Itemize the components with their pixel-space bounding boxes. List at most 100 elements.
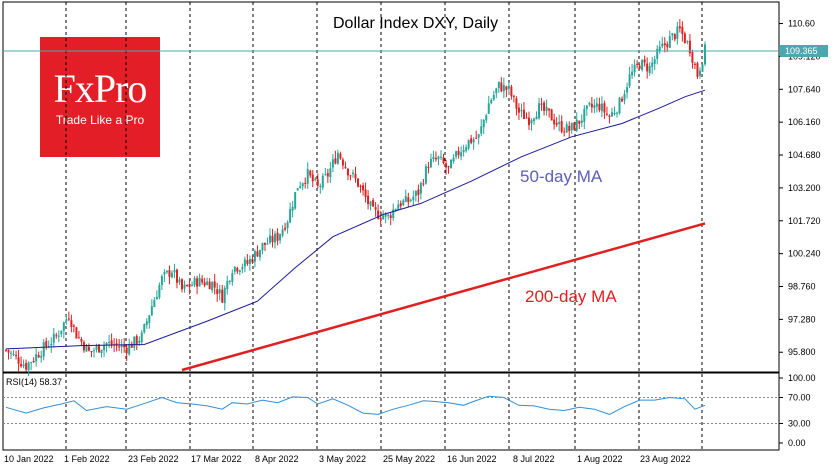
candle-body [598, 103, 601, 111]
candle-body [512, 95, 515, 97]
candle-body [153, 300, 156, 308]
y-tick-label: 103.200 [788, 183, 821, 193]
candle-body [485, 115, 488, 121]
candle-body [30, 362, 33, 364]
candle-body [565, 124, 568, 133]
candle-body [364, 189, 367, 197]
candle-body [605, 113, 608, 115]
candle-body [55, 335, 58, 337]
candle-body [427, 166, 430, 168]
candle-body [336, 152, 339, 164]
candle-body [568, 125, 571, 132]
candle-body [269, 235, 272, 243]
candle-body [183, 284, 186, 289]
candle-body [470, 138, 473, 143]
candle-body [392, 209, 395, 219]
candle-body [545, 106, 548, 112]
candle-body [120, 344, 123, 348]
candle-body [540, 103, 543, 105]
candle-body [42, 342, 45, 357]
candle-body [258, 249, 261, 258]
candle-body [429, 159, 432, 168]
candle-body [394, 209, 397, 211]
candle-body [583, 108, 586, 123]
candle-body [20, 363, 23, 367]
candle-body [15, 355, 18, 357]
candle-body [517, 107, 520, 113]
candle-body [294, 192, 297, 209]
rsi-title: RSI(14) 58.37 [6, 377, 62, 387]
candle-body [321, 175, 324, 188]
candle-body [170, 272, 173, 278]
candle-body [341, 159, 344, 166]
candle-body [243, 259, 246, 267]
candle-body [299, 186, 302, 188]
candle-body [691, 52, 694, 63]
candle-body [495, 88, 498, 94]
y-tick-label: 106.160 [788, 117, 821, 127]
candle-body [618, 97, 621, 114]
candle-body [359, 186, 362, 188]
candle-body [279, 234, 282, 241]
candle-body [422, 183, 425, 185]
candle-body [201, 278, 204, 283]
candle-body [374, 207, 377, 210]
candle-body [482, 119, 485, 128]
current-price-label: 109.365 [785, 46, 818, 56]
x-tick-label: 17 Mar 2022 [191, 454, 242, 464]
candle-body [80, 339, 83, 342]
candle-body [399, 203, 402, 207]
candle-body [334, 158, 337, 164]
candle-body [450, 159, 453, 169]
candle-body [548, 108, 551, 111]
candle-body [608, 115, 611, 118]
candle-body [492, 94, 495, 100]
candle-body [148, 315, 151, 323]
y-tick-label: 100.240 [788, 249, 821, 259]
candle-body [379, 217, 382, 220]
candle-body [560, 121, 563, 132]
candle-body [284, 227, 287, 230]
candle-body [397, 204, 400, 211]
candle-body [103, 345, 106, 351]
candle-body [276, 232, 279, 241]
candle-body [507, 85, 510, 89]
candle-body [701, 64, 704, 72]
ma200-line [181, 222, 706, 372]
candle-body [186, 284, 189, 286]
rsi-tick-label: 30.00 [788, 419, 811, 429]
rsi-line [5, 395, 706, 415]
candle-body [314, 178, 317, 180]
candle-body [407, 197, 410, 203]
candle-body [525, 117, 528, 119]
candle-body [671, 33, 674, 36]
y-tick-label: 95.800 [788, 347, 816, 357]
candle-body [133, 336, 136, 348]
candle-body [389, 215, 392, 219]
logo-slogan: Trade Like a Pro [55, 113, 145, 127]
candle-body [213, 281, 216, 288]
candle-body [409, 199, 412, 201]
candle-body [663, 43, 666, 46]
candle-body [535, 116, 538, 120]
candle-body [138, 340, 141, 343]
x-tick-label: 10 Jan 2022 [4, 454, 54, 464]
candle-body [698, 70, 701, 76]
candle-body [228, 281, 231, 283]
candle-body [37, 355, 40, 358]
candle-body [130, 343, 133, 348]
candle-body [580, 120, 583, 123]
candle-body [387, 214, 390, 216]
candle-body [457, 150, 460, 155]
candle-body [585, 105, 588, 110]
candle-body [613, 112, 616, 114]
candle-body [145, 321, 148, 325]
x-tick-label: 3 May 2022 [319, 454, 366, 464]
candle-body [693, 63, 696, 65]
candle-body [40, 355, 43, 358]
candle-body [281, 229, 284, 236]
candle-body [555, 122, 558, 125]
candle-body [424, 166, 427, 184]
candle-body [455, 151, 458, 157]
candle-body [658, 46, 661, 51]
